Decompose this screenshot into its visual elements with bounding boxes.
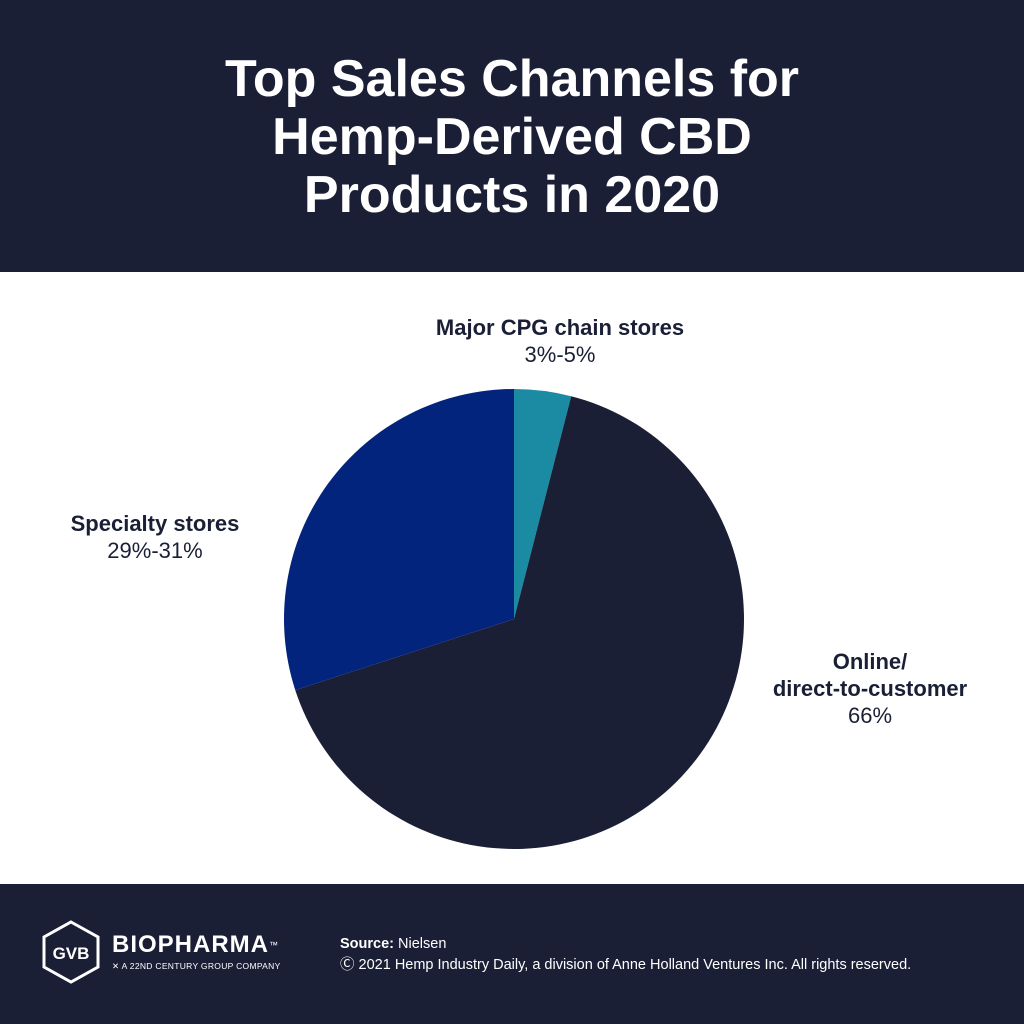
chart-title: Top Sales Channels for Hemp-Derived CBD … bbox=[225, 48, 799, 224]
logo-brand: BIOPHARMA™ bbox=[112, 932, 281, 958]
gvb-biopharma-logo: GVB BIOPHARMA™ ✕ A 22ND CENTURY GROUP CO… bbox=[40, 920, 281, 984]
source-value: Nielsen bbox=[398, 936, 447, 952]
copyright-line: Ⓒ 2021 Hemp Industry Daily, a division o… bbox=[340, 957, 912, 973]
pie-slice-1 bbox=[295, 396, 744, 849]
pie-slice-0 bbox=[514, 389, 572, 619]
source-label: Source: bbox=[340, 936, 394, 952]
leaf-icon: ✕ bbox=[112, 961, 120, 971]
logo-brand-text: BIOPHARMA bbox=[112, 931, 269, 958]
label-specialty-pct: 29%-31% bbox=[107, 538, 203, 563]
source-note: Source: Nielsen Ⓒ 2021 Hemp Industry Dai… bbox=[340, 934, 911, 976]
label-online-name-1: Online/ bbox=[832, 649, 908, 674]
label-specialty: Specialty stores 29%-31% bbox=[30, 510, 280, 564]
logo-mark-text: GVB bbox=[53, 944, 90, 963]
logo-tagline-text: A 22ND CENTURY GROUP COMPANY bbox=[121, 961, 281, 971]
label-specialty-name: Specialty stores bbox=[70, 511, 240, 536]
hexagon-logo-icon: GVB bbox=[42, 920, 100, 984]
label-online-name-2: direct-to-customer bbox=[772, 676, 968, 701]
label-major-cpg: Major CPG chain stores 3%-5% bbox=[380, 314, 740, 368]
title-line-3: Products in 2020 bbox=[303, 166, 721, 224]
footer: GVB BIOPHARMA™ ✕ A 22ND CENTURY GROUP CO… bbox=[0, 884, 1024, 1024]
logo-wordmark: BIOPHARMA™ ✕ A 22ND CENTURY GROUP COMPAN… bbox=[112, 932, 281, 972]
label-online-pct: 66% bbox=[847, 703, 893, 728]
label-online: Online/ direct-to-customer 66% bbox=[740, 648, 1000, 729]
pie-chart bbox=[283, 389, 744, 849]
header-banner: Top Sales Channels for Hemp-Derived CBD … bbox=[0, 0, 1024, 272]
logo-tagline: ✕ A 22ND CENTURY GROUP COMPANY bbox=[112, 960, 281, 972]
source-line: Source: Nielsen bbox=[340, 934, 911, 955]
title-line-2: Hemp-Derived CBD bbox=[272, 108, 752, 166]
pie-slice-2 bbox=[283, 389, 514, 691]
trademark-symbol: ™ bbox=[269, 940, 279, 950]
label-major-cpg-name: Major CPG chain stores bbox=[435, 315, 685, 340]
chart-area: Major CPG chain stores 3%-5% Specialty s… bbox=[0, 272, 1024, 884]
title-line-1: Top Sales Channels for bbox=[224, 50, 800, 108]
label-major-cpg-pct: 3%-5% bbox=[524, 342, 596, 367]
